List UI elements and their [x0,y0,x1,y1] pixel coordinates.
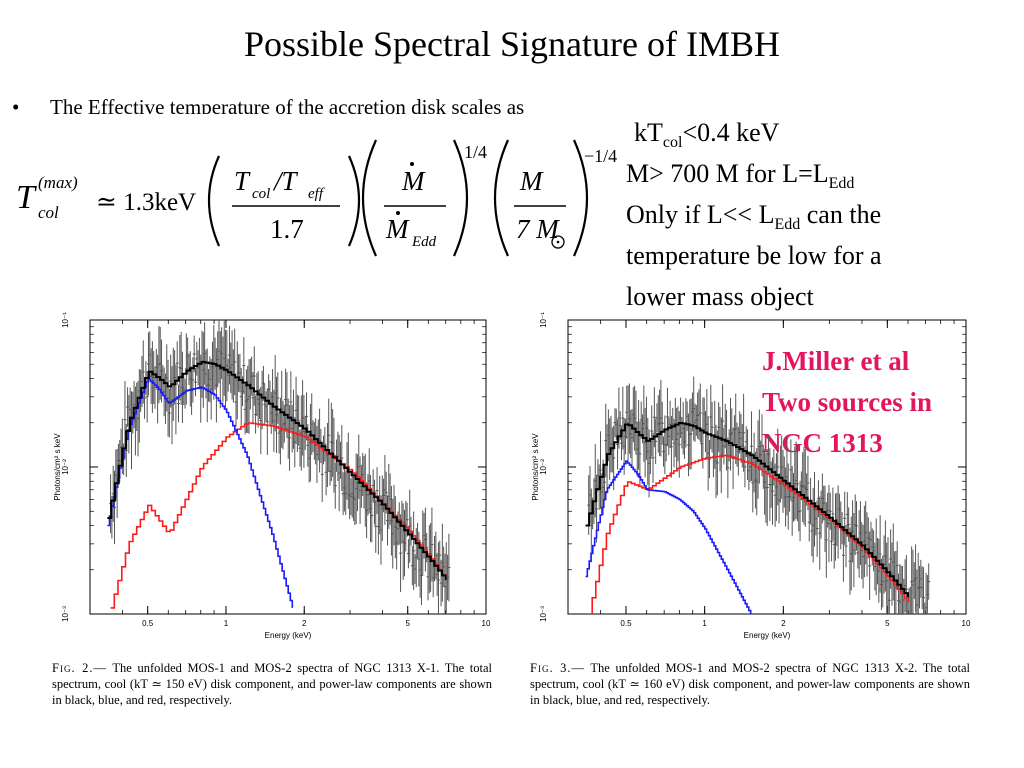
reference-line-1: J.Miller et al [762,346,910,376]
figure-3-text: The unfolded MOS-1 and MOS-2 spectra of … [530,661,971,707]
note-line-1: kTcol<0.4 keV [634,118,780,152]
y-tick-label: 10⁻³ [539,606,548,622]
formula-exp2: −1/4 [584,146,617,166]
y-axis-label: Photons/cm² s keV [531,433,540,501]
x-axis-label: Energy (keV) [744,631,791,640]
figure-2-label: Fig. 2.— [52,661,108,675]
data-points [109,320,451,614]
term3-num: M [519,166,544,196]
reference-line-2: Two sources in [762,387,933,417]
y-tick-label: 10⁻³ [61,606,70,622]
x-tick-label: 2 [781,619,786,628]
sun-symbol-icon [551,235,565,249]
spectrum-chart-x1: 0.5 1 2 5 10 10⁻¹ 10⁻² 10⁻³ Energy (keV) Photons/… [53,312,490,640]
term1-num-t: T [234,166,251,196]
formula-lhs: T [16,179,37,216]
disk-model-line [585,460,752,614]
x-tick-label: 0.5 [142,619,154,628]
y-tick-label: 10⁻² [539,459,548,475]
powerlaw-model-line [588,454,909,614]
formula-approx: ≃ 1.3keV [96,189,196,216]
y-tick-label: 10⁻² [61,459,70,475]
formula-lhs-sub: col [38,203,59,222]
formula-exp1: 1/4 [464,142,487,162]
figure-3-label: Fig. 3.— [530,661,586,675]
x-tick-label: 10 [962,619,971,628]
term1-num-sub2: eff [308,186,325,202]
data-points [587,376,931,614]
x-axis-label: Energy (keV) [265,631,312,640]
formula-lhs-sup: (max) [38,173,78,192]
x-tick-label: 5 [405,619,410,628]
x-tick-label: 1 [702,619,707,628]
total-model-line [107,360,447,581]
x-tick-label: 0.5 [620,619,632,628]
term2-den-sub: Edd [411,234,437,250]
note-line-2: M> 700 M for L=LEdd [626,159,855,193]
notes-list: kTcol<0.4 keV M> 700 M for L=LEdd Only i… [626,112,1016,317]
term3-den: 7 M [516,214,560,244]
note-line-5: lower mass object [626,282,814,311]
spectrum-chart-x2: 0.5 1 2 5 10 10⁻¹ 10⁻² 10⁻³ Energy (keV) Photons/… [531,312,971,640]
term1-num-sub1: col [252,186,270,202]
temperature-formula: T (max) col ≃ 1.3keV T col /T eff 1.7 M … [16,139,617,257]
y-axis-label: Photons/cm² s keV [53,433,62,501]
x-tick-label: 2 [302,619,307,628]
figure-3-caption: Fig. 3.— The unfolded MOS-1 and MOS-2 sp… [530,660,970,708]
term2-den: M [385,214,410,244]
x-tick-label: 5 [885,619,890,628]
y-tick-label: 10⁻¹ [539,312,548,328]
bullet-item: • The Effective temperature of the accret… [12,92,612,114]
term2-num: M [401,166,426,196]
y-tick-label: 10⁻¹ [61,312,70,328]
figure-2-text: The unfolded MOS-1 and MOS-2 spectra of … [52,661,493,707]
x-tick-label: 10 [482,619,490,628]
term1-den: 1.7 [270,214,304,244]
total-model-line [585,422,909,598]
note-line-4: temperature be low for a [626,241,882,270]
x-tick-label: 1 [224,619,229,628]
slide-title: Possible Spectral Signature of IMBH [244,24,780,64]
figure-2-caption: Fig. 2.— The unfolded MOS-1 and MOS-2 sp… [52,660,492,708]
term1-num-mid: /T [272,166,299,196]
bullet-text: The Effective temperature of the accreti… [50,95,525,114]
bullet-dot: • [12,95,20,114]
powerlaw-model-line [110,422,447,609]
note-line-3: Only if L<< LEdd can the [626,200,882,234]
